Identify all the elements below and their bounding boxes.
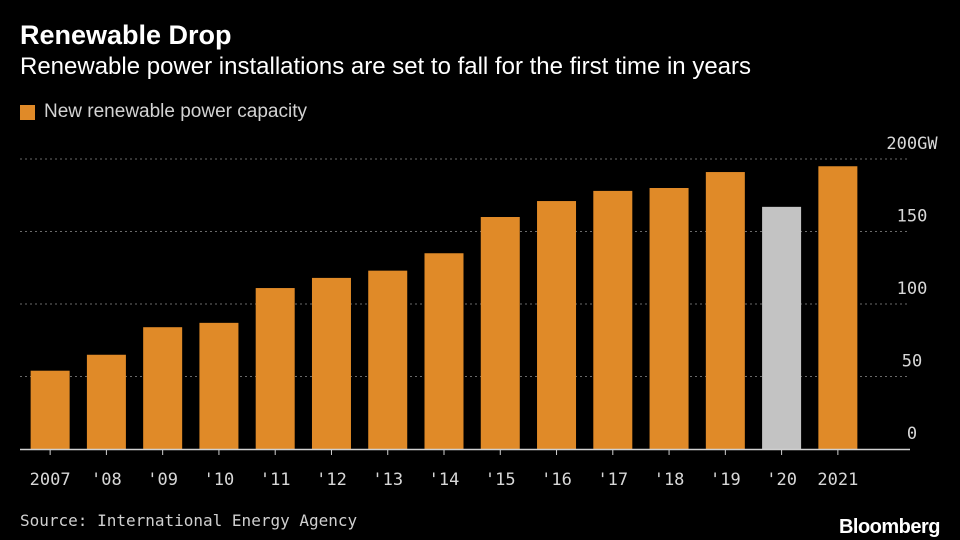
bar (86, 354, 126, 449)
x-tick-label: '13 (372, 470, 403, 490)
legend-swatch (20, 104, 35, 120)
x-tick-label: '12 (316, 470, 347, 490)
bar (424, 253, 464, 449)
legend: New renewable power capacity (20, 99, 307, 125)
y-tick-label: 100 (897, 279, 928, 299)
x-tick-label: '19 (710, 470, 741, 490)
y-tick-label: 150 (897, 207, 928, 227)
bar (762, 206, 802, 449)
chart-title: Renewable Drop (20, 20, 232, 50)
bloomberg-logo: Bloomberg (838, 516, 941, 538)
bar (199, 322, 239, 449)
source-note: Source: International Energy Agency (20, 511, 358, 530)
bar (705, 172, 745, 450)
bar (480, 217, 520, 449)
chart-subtitle: Renewable power installations are set to… (20, 53, 752, 80)
x-tick-label: '16 (541, 470, 572, 490)
bar (593, 190, 633, 449)
x-tick-label: 2007 (30, 470, 71, 490)
x-tick-label: 2021 (817, 470, 858, 490)
x-tick-label: '08 (91, 470, 122, 490)
y-tick-label: 50 (902, 352, 922, 372)
x-tick-label: '15 (485, 470, 516, 490)
x-tick-label: '09 (147, 470, 178, 490)
y-tick-label: 200GW (886, 134, 938, 154)
bar (311, 277, 351, 449)
bar (818, 166, 858, 449)
legend-label: New renewable power capacity (44, 101, 307, 122)
bar (368, 270, 408, 449)
bar (255, 288, 295, 449)
x-tick-label: '18 (654, 470, 685, 490)
x-tick-label: '17 (597, 470, 628, 490)
x-tick-label: '20 (766, 470, 797, 490)
bar (30, 370, 70, 449)
bar (537, 201, 577, 449)
x-tick-label: '11 (260, 470, 291, 490)
x-tick-label: '14 (429, 470, 460, 490)
bar (649, 188, 689, 449)
y-tick-label: 0 (907, 424, 917, 444)
bar (143, 327, 183, 449)
x-tick-label: '10 (204, 470, 235, 490)
